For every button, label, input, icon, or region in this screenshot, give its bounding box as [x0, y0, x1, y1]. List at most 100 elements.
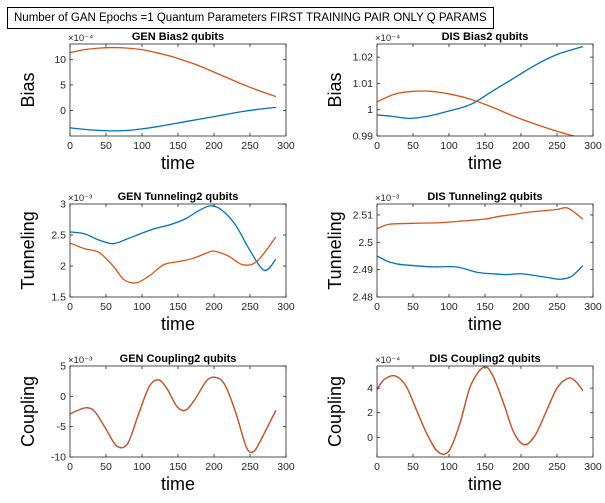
subplot-title: GEN Coupling2 qubits — [120, 353, 237, 365]
x-tick-label: 0 — [374, 301, 380, 313]
x-tick-label: 250 — [241, 301, 259, 313]
y-axis-label: Coupling — [18, 376, 38, 447]
series-line-1 — [70, 205, 277, 272]
series-line-1 — [70, 106, 276, 132]
subplot-title: DIS Bias2 qubits — [442, 31, 529, 43]
y-tick-label: 2 — [367, 407, 373, 419]
x-tick-label: 150 — [476, 140, 494, 152]
x-tick-label: 150 — [476, 301, 494, 313]
x-tick-label: 100 — [440, 301, 458, 313]
plot-area — [70, 44, 286, 136]
x-tick-label: 200 — [512, 301, 530, 313]
plot-area — [377, 44, 593, 136]
x-tick-label: 0 — [374, 140, 380, 152]
plot-area — [377, 366, 593, 457]
y-exponent-label: ×10⁻⁴ — [375, 355, 400, 366]
y-tick-label: 1.5 — [51, 292, 66, 304]
y-tick-label: 3 — [60, 199, 66, 211]
x-tick-label: 150 — [169, 461, 187, 473]
y-tick-label: -10 — [51, 452, 66, 464]
x-tick-label: 50 — [100, 461, 112, 473]
y-tick-label: 2 — [60, 261, 66, 273]
y-tick-label: 2.5 — [358, 237, 373, 249]
y-tick-label: 2.48 — [353, 292, 374, 304]
subplot-gen-coupling: 0 50 100 150 200 250 300 -10 -5 0 5 ×10⁻³ GEN Coupli… — [18, 353, 295, 494]
subplot-gen-tunneling: 0 50 100 150 200 250 300 1.5 2 2.5 3 ×10⁻³ GEN Tunne… — [18, 191, 295, 334]
x-tick-label: 250 — [548, 461, 566, 473]
y-tick-label: 2.49 — [353, 264, 374, 276]
x-tick-label: 250 — [548, 301, 566, 313]
y-tick-label: 10 — [54, 54, 66, 66]
y-tick-label: 0.99 — [353, 131, 374, 143]
plot-area — [70, 366, 286, 457]
x-tick-label: 200 — [205, 301, 223, 313]
x-tick-label: 100 — [133, 140, 151, 152]
y-tick-label: 1 — [367, 104, 373, 116]
x-tick-label: 200 — [205, 140, 223, 152]
y-axis-label: Tunneling — [325, 211, 345, 289]
x-tick-label: 50 — [407, 301, 419, 313]
subplot-title: DIS Coupling2 qubits — [429, 353, 540, 365]
y-axis-label: Bias — [18, 72, 38, 107]
y-tick-label: 0 — [367, 432, 373, 444]
series-line-2 — [70, 46, 277, 98]
series-line-2 — [70, 236, 277, 284]
x-tick-label: 250 — [548, 140, 566, 152]
y-tick-label: 2.5 — [51, 230, 66, 242]
subplot-title: DIS Tunneling2 qubits — [427, 191, 542, 203]
x-tick-label: 150 — [169, 140, 187, 152]
x-tick-label: 200 — [512, 140, 530, 152]
x-tick-label: 50 — [407, 461, 419, 473]
subplot-dis-tunneling: 0 50 100 150 200 250 300 2.48 2.49 2.5 2.51×10⁻³ DI… — [325, 191, 602, 334]
x-tick-label: 300 — [277, 301, 295, 313]
x-axis-label: time — [161, 153, 195, 173]
x-tick-label: 0 — [67, 461, 73, 473]
y-exponent-label: ×10⁻⁴ — [68, 33, 93, 44]
x-tick-label: 200 — [512, 461, 530, 473]
x-tick-label: 0 — [67, 140, 73, 152]
x-tick-label: 100 — [440, 140, 458, 152]
subplot-dis-coupling: 0 50 100 150 200 250 300 0 2 4 ×10⁻⁴ DIS Coupling2 … — [325, 353, 602, 494]
figure-suptitle: Number of GAN Epochs =1 Quantum Paramete… — [7, 7, 494, 29]
x-tick-label: 300 — [277, 140, 295, 152]
series-line-2 — [377, 90, 576, 136]
y-tick-label: 0 — [60, 391, 66, 403]
y-tick-label: 4 — [367, 383, 373, 395]
y-tick-label: 5 — [60, 361, 66, 373]
x-tick-label: 300 — [584, 301, 602, 313]
subplot-dis-bias: 0 50 100 150 200 250 300 0.99 1 1.01 1.02×10⁻⁴ DIS … — [325, 31, 602, 173]
x-tick-label: 150 — [476, 461, 494, 473]
x-tick-label: 100 — [133, 461, 151, 473]
x-axis-label: time — [161, 314, 195, 334]
x-tick-label: 50 — [100, 301, 112, 313]
x-tick-label: 100 — [440, 461, 458, 473]
x-tick-label: 0 — [374, 461, 380, 473]
subplot-gen-bias: 0 50 100 150 200 250 300 0 5 10×10⁻⁴ GEN Bias2 qub… — [18, 31, 295, 173]
y-tick-label: 5 — [60, 79, 66, 91]
series-line-1 — [377, 255, 584, 280]
series-line-2 — [377, 366, 584, 455]
series-line-2 — [70, 376, 277, 454]
x-tick-label: 300 — [277, 461, 295, 473]
y-tick-label: -5 — [57, 421, 66, 433]
x-tick-label: 0 — [67, 301, 73, 313]
x-tick-label: 100 — [133, 301, 151, 313]
x-axis-label: time — [468, 474, 502, 494]
x-tick-label: 150 — [169, 301, 187, 313]
y-tick-label: 2.51 — [353, 209, 374, 221]
y-exponent-label: ×10⁻⁴ — [375, 33, 400, 44]
y-axis-label: Tunneling — [18, 211, 38, 289]
subplot-title: GEN Tunneling2 qubits — [118, 191, 239, 203]
subplot-title: GEN Bias2 qubits — [132, 31, 224, 43]
x-tick-label: 250 — [241, 461, 259, 473]
y-exponent-label: ×10⁻³ — [68, 193, 92, 204]
x-axis-label: time — [468, 314, 502, 334]
y-exponent-label: ×10⁻³ — [68, 355, 92, 366]
x-tick-label: 300 — [584, 461, 602, 473]
x-tick-label: 250 — [241, 140, 259, 152]
plot-area — [70, 204, 286, 297]
y-exponent-label: ×10⁻³ — [375, 193, 399, 204]
y-tick-label: 1.01 — [353, 78, 374, 90]
